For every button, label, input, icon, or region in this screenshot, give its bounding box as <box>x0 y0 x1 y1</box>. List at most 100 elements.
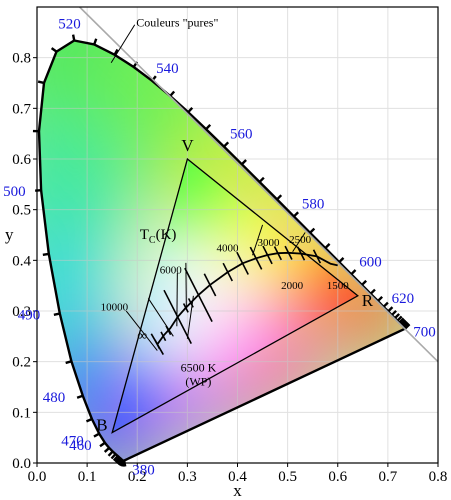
label-leader-line <box>125 310 158 351</box>
locus-tick <box>50 47 58 53</box>
locus-tick <box>361 279 368 286</box>
wavelength-label-580: 580 <box>302 196 325 212</box>
temperature-label-10000: 10000 <box>101 301 129 313</box>
locus-tick <box>103 447 110 453</box>
planckian-isotherm <box>249 246 263 270</box>
pure-colors-leader <box>110 24 136 63</box>
planckian-isotherm <box>163 289 192 345</box>
temperature-label-2000: 2000 <box>281 280 304 292</box>
locus-tick <box>85 417 93 423</box>
srgb-blue-blend <box>112 377 163 433</box>
locus-tick <box>112 455 119 462</box>
wavelength-label-490: 490 <box>18 308 41 324</box>
locus-tick <box>99 441 106 448</box>
primary-label-V: V <box>181 136 194 155</box>
axes-layer: 0.0 0.1 0.2 0.3 0.4 0.5 0.6 0.7 0.8 0.0 0.1 0.2 0.3 0… <box>5 6 448 500</box>
wavelength-label-520: 520 <box>58 17 81 33</box>
y-tick-label: 0.5 <box>12 203 31 219</box>
y-tick-label: 0.1 <box>12 405 31 421</box>
temperature-label-6000: 6000 <box>160 265 183 277</box>
planckian-isotherm <box>236 251 249 275</box>
x-axis-title: x <box>233 481 242 500</box>
y-axis-title: y <box>5 225 14 244</box>
x-tick-label: 0.8 <box>429 469 448 485</box>
locus-tick <box>387 306 394 313</box>
temperature-label-3000: 3000 <box>258 237 281 249</box>
locus-tick <box>169 90 176 97</box>
wavelength-label-620: 620 <box>392 291 415 307</box>
x-tick-label: 0.0 <box>28 469 47 485</box>
label-leader-line <box>186 295 194 339</box>
label-leader-line <box>147 298 174 337</box>
primary-label-B: B <box>96 416 107 435</box>
locus-tick <box>276 194 283 201</box>
temperature-label-2500: 2500 <box>289 234 312 246</box>
locus-tick <box>42 252 49 256</box>
locus-tick <box>377 295 384 302</box>
srgb-triangle-outline <box>111 157 359 434</box>
locus-tick <box>396 315 403 322</box>
x-tick-label: 0.1 <box>78 469 97 485</box>
locus-tick <box>338 257 345 263</box>
planckian-isotherm <box>273 246 283 261</box>
locus-tick <box>65 360 72 365</box>
gamut-color-3 <box>39 114 133 255</box>
locus-tick <box>258 176 265 183</box>
y-tick-label: 0.3 <box>12 304 31 320</box>
temperature-label-∞: ∞ <box>137 329 147 344</box>
locus-tick <box>110 453 117 460</box>
locus-tick <box>241 159 247 166</box>
locus-tick <box>382 301 389 308</box>
planckian-isotherm <box>160 331 167 342</box>
planckian-infinity-bar <box>150 333 165 355</box>
gamut-color-blend <box>39 40 406 461</box>
x-tick-label: 0.6 <box>328 469 347 485</box>
white-point-label: 6500 K <box>181 360 217 374</box>
pure-colors-label: Couleurs "pures" <box>136 15 218 29</box>
overlay-layer <box>32 6 439 467</box>
locus-tick <box>401 320 408 327</box>
locus-tick <box>93 38 98 45</box>
locus-tick <box>293 211 299 218</box>
primary-label-R: R <box>362 291 374 310</box>
locus-tick <box>93 432 100 438</box>
locus-tick <box>309 227 316 234</box>
locus-tick <box>324 242 331 249</box>
label-leader-line <box>176 272 178 327</box>
planckian-isotherm <box>262 245 273 265</box>
locus-tick <box>115 457 122 464</box>
gamut-fill <box>39 40 406 461</box>
locus-tick <box>404 323 411 330</box>
planckian-isotherm <box>203 273 217 297</box>
planckian-isotherm <box>184 267 213 322</box>
x-tick-label: 0.4 <box>228 469 247 485</box>
temperature-label-1500: 1500 <box>327 280 350 292</box>
wavelength-label-560: 560 <box>230 127 253 143</box>
y-tick-label: 0.8 <box>12 51 31 67</box>
wavelength-label-700: 700 <box>413 325 436 341</box>
planckian-isotherm <box>312 249 322 264</box>
planckian-isotherm <box>284 245 293 260</box>
wavelength-label-540: 540 <box>156 61 179 77</box>
wavelength-label-460: 460 <box>69 438 92 454</box>
locus-tick <box>107 450 114 457</box>
wavelength-label-380: 380 <box>132 462 155 478</box>
y-tick-label: 0.6 <box>12 152 31 168</box>
wavelength-label-480: 480 <box>43 390 66 406</box>
y-tick-label: 0.7 <box>12 101 31 117</box>
locus-tick <box>53 312 61 316</box>
label-leader-line <box>252 224 264 256</box>
label-leader-line <box>185 262 187 310</box>
locus-tick <box>187 107 194 114</box>
locus-tick <box>398 317 405 324</box>
x-tick-label: 0.7 <box>379 469 398 485</box>
planckian-locus-label: TC(K) <box>140 227 177 246</box>
locus-tick <box>113 48 119 56</box>
grid-layer <box>37 7 438 463</box>
planckian-isotherm <box>222 262 233 282</box>
x-tick-label: 0.3 <box>178 469 197 485</box>
temperature-label-4000: 4000 <box>216 243 239 255</box>
locus-tick <box>205 123 212 130</box>
